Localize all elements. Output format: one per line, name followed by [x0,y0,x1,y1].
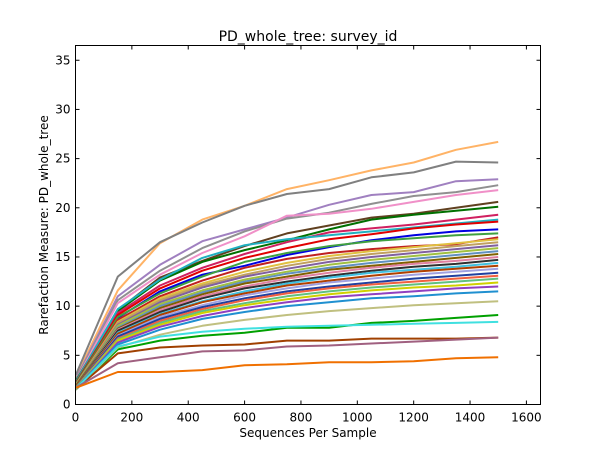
x-tick-label: 800 [290,411,313,425]
series-line-10 [74,220,499,384]
series-line-4 [74,184,499,381]
series-line-33 [75,336,499,390]
series-line-34 [75,320,499,390]
series-line-1 [74,140,499,378]
y-tick-label: 15 [55,250,70,264]
series-line-19 [74,253,499,387]
chart-title: PD_whole_tree: survey_id [219,29,398,45]
series-line-12 [74,232,499,385]
x-axis: 0 200 400 600 800 1000 1200 1400 1600 [72,45,542,425]
y-tick-label: 35 [55,53,70,67]
x-tick-label: 1600 [511,411,542,425]
series-line-16 [74,244,499,387]
x-tick-label: 600 [233,411,256,425]
y-tick-label: 30 [55,102,70,116]
series-line-26 [75,274,499,389]
series-line-5 [74,189,499,382]
series-line-25 [75,271,499,389]
y-tick-label: 5 [63,348,71,362]
series-line-23 [75,264,499,388]
series-line-21 [74,258,499,388]
x-tick-label: 200 [120,411,143,425]
series-line-17 [74,247,499,387]
x-axis-label: Sequences Per Sample [239,426,376,440]
series-line-27 [75,277,499,389]
series-line-8 [74,213,499,384]
series-line-15 [74,241,499,386]
x-tick-label: 0 [72,411,80,425]
plot-frame [75,45,541,405]
series-line-18 [74,250,499,387]
series-line-35 [75,336,499,389]
x-tick-label: 1200 [398,411,429,425]
y-axis-label: Rarefaction Measure: PD_whole_tree [37,115,51,334]
series-line-20 [74,256,499,388]
y-axis: 0 5 10 15 20 25 30 35 [55,53,541,412]
series-line-29 [75,285,499,390]
y-tick-label: 0 [63,398,71,412]
x-tick-label: 1400 [455,411,486,425]
series-line-30 [75,290,499,390]
x-tick-label: 400 [177,411,200,425]
x-tick-label: 1000 [342,411,373,425]
y-tick-label: 10 [55,299,70,313]
y-tick-label: 20 [55,201,70,215]
series-line-36 [75,356,499,389]
series-line-28 [75,281,499,390]
series-line-14 [74,238,499,386]
series-layer [74,140,499,391]
series-line-24 [75,267,499,389]
series-line-2 [74,160,499,376]
y-tick-label: 25 [55,152,70,166]
